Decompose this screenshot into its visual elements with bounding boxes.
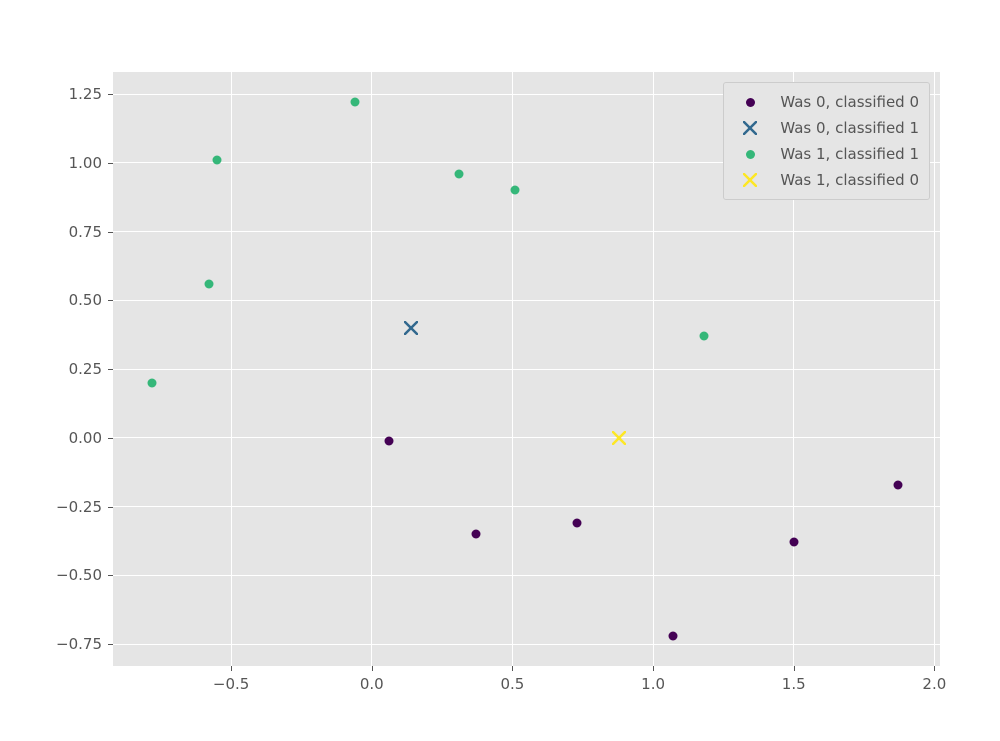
data-point-dot	[699, 332, 708, 341]
legend: Was 0, classified 0 Was 0, classified 1 Wa…	[723, 82, 930, 200]
data-point-dot	[893, 480, 902, 489]
dot-marker-icon	[732, 92, 768, 112]
legend-label: Was 0, classified 1	[780, 119, 919, 137]
x-tick	[653, 666, 654, 671]
data-point-dot	[454, 169, 463, 178]
data-point-x	[404, 321, 418, 335]
x-marker-icon	[732, 170, 768, 190]
y-tick-label: 1.25	[69, 85, 102, 103]
data-point-dot	[511, 186, 520, 195]
y-tick-label: 0.75	[69, 223, 102, 241]
gridline-horizontal	[113, 369, 940, 370]
y-tick	[108, 369, 113, 370]
y-tick	[108, 575, 113, 576]
gridline-horizontal	[113, 437, 940, 438]
legend-label: Was 0, classified 0	[780, 93, 919, 111]
data-point-dot	[573, 519, 582, 528]
legend-label: Was 1, classified 0	[780, 171, 919, 189]
scatter-figure: Was 0, classified 0 Was 0, classified 1 Wa…	[0, 0, 1000, 741]
legend-item: Was 0, classified 0	[732, 89, 919, 115]
y-tick	[108, 163, 113, 164]
legend-item: Was 0, classified 1	[732, 115, 919, 141]
y-tick	[108, 94, 113, 95]
y-tick	[108, 438, 113, 439]
y-tick	[108, 300, 113, 301]
data-point-dot	[204, 279, 213, 288]
dot-marker-icon	[732, 144, 768, 164]
gridline-horizontal	[113, 300, 940, 301]
y-tick-label: −0.75	[56, 635, 102, 653]
x-tick-label: −0.5	[213, 675, 249, 693]
data-point-dot	[789, 538, 798, 547]
y-tick-label: 0.00	[69, 429, 102, 447]
y-tick-label: −0.50	[56, 566, 102, 584]
gridline-horizontal	[113, 506, 940, 507]
y-tick	[108, 232, 113, 233]
x-tick	[934, 666, 935, 671]
x-tick-label: 2.0	[922, 675, 946, 693]
x-tick	[512, 666, 513, 671]
data-point-dot	[384, 436, 393, 445]
data-point-dot	[471, 530, 480, 539]
gridline-horizontal	[113, 644, 940, 645]
x-tick-label: 1.0	[641, 675, 665, 693]
data-point-dot	[668, 631, 677, 640]
data-point-dot	[350, 98, 359, 107]
legend-item: Was 1, classified 1	[732, 141, 919, 167]
gridline-horizontal	[113, 575, 940, 576]
gridline-horizontal	[113, 231, 940, 232]
legend-item: Was 1, classified 0	[732, 167, 919, 193]
x-tick	[372, 666, 373, 671]
data-point-dot	[213, 156, 222, 165]
x-tick-label: 0.5	[500, 675, 524, 693]
y-tick-label: 0.50	[69, 291, 102, 309]
y-tick-label: 1.00	[69, 154, 102, 172]
x-tick	[231, 666, 232, 671]
y-tick-label: 0.25	[69, 360, 102, 378]
data-point-x	[612, 431, 626, 445]
x-tick	[794, 666, 795, 671]
legend-label: Was 1, classified 1	[780, 145, 919, 163]
x-marker-icon	[732, 118, 768, 138]
x-tick-label: 0.0	[360, 675, 384, 693]
x-tick-label: 1.5	[782, 675, 806, 693]
y-tick	[108, 507, 113, 508]
data-point-dot	[148, 378, 157, 387]
y-tick-label: −0.25	[56, 498, 102, 516]
y-tick	[108, 644, 113, 645]
